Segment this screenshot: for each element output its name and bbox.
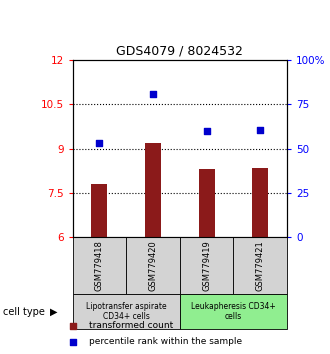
Text: percentile rank within the sample: percentile rank within the sample [89,337,242,346]
Text: GSM779419: GSM779419 [202,240,211,291]
Text: cell type: cell type [3,307,45,316]
Point [70,323,75,329]
Point [70,339,75,344]
Point [258,127,263,132]
Bar [91,184,108,237]
Point [150,91,156,97]
Bar [73,237,126,294]
Bar [180,237,234,294]
Bar [145,143,161,237]
Text: GSM779421: GSM779421 [256,240,265,291]
Text: ▶: ▶ [50,307,58,316]
Text: Leukapheresis CD34+
cells: Leukapheresis CD34+ cells [191,302,276,321]
Text: GSM779420: GSM779420 [148,240,157,291]
Title: GDS4079 / 8024532: GDS4079 / 8024532 [116,45,243,58]
Bar [234,237,287,294]
Bar [73,294,180,329]
Text: Lipotransfer aspirate
CD34+ cells: Lipotransfer aspirate CD34+ cells [86,302,167,321]
Bar [199,169,215,237]
Bar [180,294,287,329]
Text: GSM779418: GSM779418 [95,240,104,291]
Text: transformed count: transformed count [89,321,173,330]
Point [97,140,102,145]
Bar [126,237,180,294]
Bar [252,168,268,237]
Point [204,128,209,134]
